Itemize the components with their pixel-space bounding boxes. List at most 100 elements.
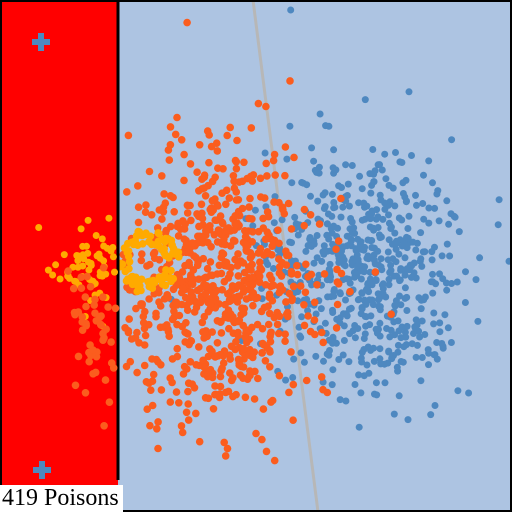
orange-particle [78, 326, 87, 335]
orange-particle [334, 280, 343, 288]
blue-particle [390, 272, 398, 280]
orange-particle [149, 370, 158, 379]
orange-particle [158, 172, 166, 180]
orange-particle [198, 175, 206, 183]
orange-particle [224, 290, 232, 298]
orange-particle [307, 270, 316, 279]
plus-marker-icon[interactable] [32, 33, 50, 51]
orange-particle [173, 320, 181, 329]
blue-particle [339, 351, 347, 359]
gold-particle [165, 253, 173, 262]
gold-particle [175, 253, 183, 261]
orange-particle [158, 215, 166, 223]
blue-particle [376, 191, 384, 199]
orange-particle [334, 237, 343, 245]
blue-particle [282, 376, 290, 384]
orange-particle [172, 388, 181, 396]
blue-particle [321, 189, 329, 197]
blue-particle [376, 234, 384, 242]
blue-particle [392, 149, 399, 156]
orange-particle [166, 398, 175, 406]
orange-particle [125, 315, 133, 323]
blue-particle [336, 396, 344, 404]
blue-particle [443, 197, 451, 205]
gold-particle [154, 229, 162, 237]
orange-particle [184, 400, 192, 408]
blue-particle [288, 239, 295, 247]
orange-particle [241, 227, 249, 235]
orange-particle [224, 387, 233, 396]
blue-particle [454, 387, 462, 395]
blue-particle [354, 325, 362, 332]
orange-particle [242, 295, 251, 303]
orange-particle [306, 327, 315, 336]
blue-particle [330, 204, 338, 212]
gold-particle [83, 242, 90, 250]
orange-particle [148, 377, 157, 386]
orange-particle [70, 308, 79, 317]
orange-particle [281, 143, 290, 151]
blue-particle [346, 225, 354, 233]
orange-particle [173, 113, 181, 122]
blue-particle [355, 371, 363, 379]
orange-particle [204, 307, 213, 316]
blue-particle [345, 358, 353, 366]
orange-particle [214, 202, 222, 210]
orange-particle [239, 374, 247, 383]
orange-particle [133, 368, 141, 377]
gold-particle [79, 262, 87, 270]
blue-particle [387, 261, 395, 269]
orange-particle [192, 253, 200, 262]
orange-particle [258, 435, 266, 444]
orange-particle [126, 357, 135, 366]
blue-particle [270, 265, 277, 272]
orange-particle [198, 318, 207, 327]
orange-particle [266, 337, 275, 346]
orange-particle [239, 283, 247, 292]
orange-particle [101, 376, 110, 384]
blue-particle [417, 305, 425, 313]
blue-particle [421, 331, 429, 338]
blue-particle [374, 290, 382, 298]
orange-particle [241, 233, 250, 241]
blue-particle [327, 273, 335, 281]
blue-particle [418, 262, 426, 270]
orange-particle [256, 244, 265, 253]
orange-particle [252, 429, 260, 438]
blue-particle [403, 307, 411, 314]
gold-particle [162, 273, 170, 282]
orange-particle [318, 328, 326, 337]
orange-particle [147, 386, 155, 395]
orange-particle [105, 398, 114, 407]
blue-particle [355, 199, 363, 207]
orange-particle [181, 220, 189, 228]
orange-particle [166, 141, 175, 149]
orange-particle [180, 176, 188, 185]
orange-particle [302, 260, 310, 269]
blue-particle [494, 221, 502, 229]
blue-particle [405, 212, 413, 220]
blue-particle [404, 234, 412, 242]
blue-particle [321, 203, 329, 211]
blue-particle [430, 309, 438, 317]
orange-particle [287, 225, 296, 233]
gold-particle [137, 275, 146, 284]
gold-particle [98, 235, 106, 243]
orange-particle [265, 309, 274, 318]
orange-particle [243, 241, 252, 250]
orange-particle [173, 344, 181, 353]
blue-particle [340, 337, 348, 344]
orange-particle [284, 251, 293, 260]
orange-particle [193, 261, 202, 270]
blue-particle [315, 169, 323, 177]
orange-particle [138, 250, 146, 258]
orange-particle [208, 177, 217, 186]
gold-particle [105, 214, 113, 222]
orange-particle [200, 334, 208, 342]
plus-marker-icon[interactable] [33, 461, 51, 479]
orange-particle [83, 272, 91, 281]
blue-particle [351, 381, 359, 388]
orange-particle [195, 343, 203, 351]
